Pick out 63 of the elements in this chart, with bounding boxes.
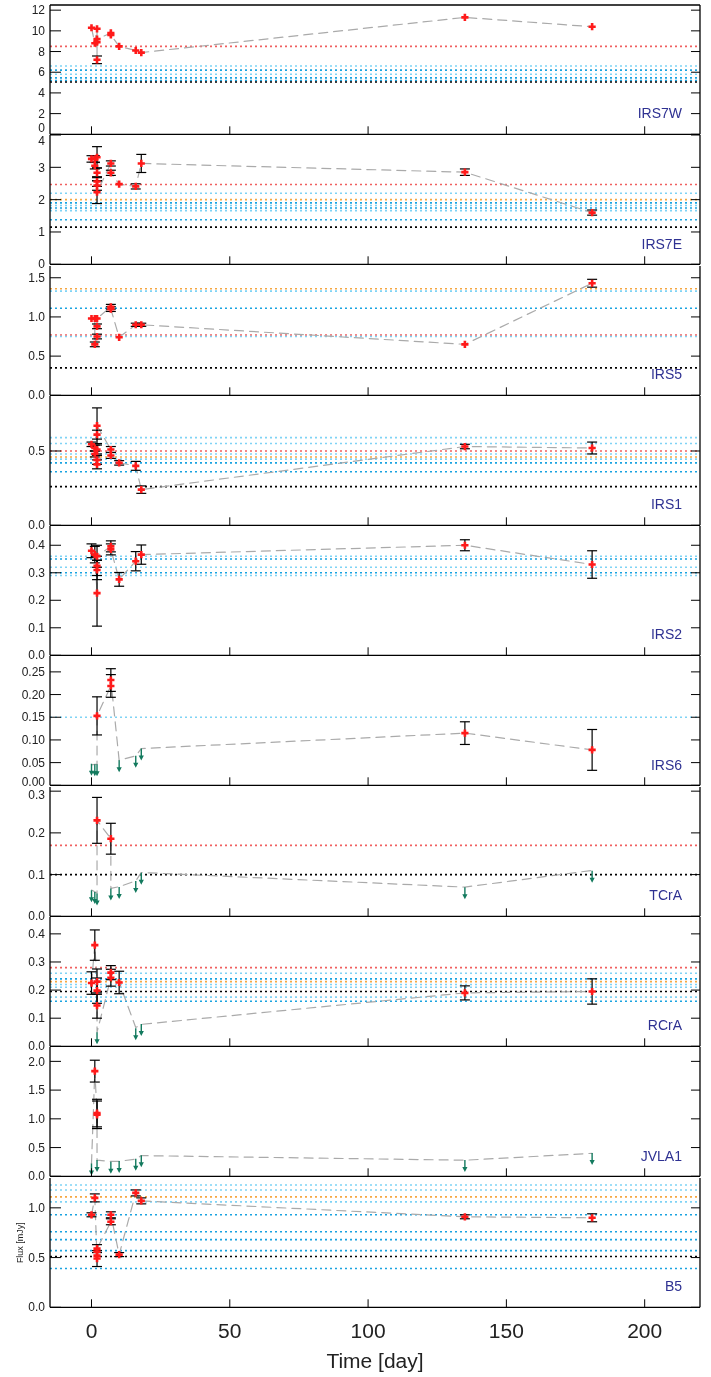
- y-tick-label: 0.3: [28, 788, 46, 803]
- annotation: IRS2: [650, 626, 682, 643]
- y-tick-label: 0.5: [28, 1141, 46, 1156]
- x-tick-label: 100: [350, 1318, 386, 1342]
- y-tick-label: 2: [38, 106, 46, 121]
- y-tick-label: 0: [38, 121, 46, 136]
- y-tick-label: 4: [38, 134, 46, 149]
- annotation: IRS5: [650, 365, 682, 382]
- y-tick-label: 1.5: [28, 1083, 46, 1098]
- y-tick-label: 0.0: [28, 909, 46, 924]
- y-tick-label: 0.5: [28, 1250, 46, 1265]
- y-tick-label: 8: [38, 44, 46, 59]
- y-tick-label: 1.5: [28, 270, 46, 285]
- y-tick-label: 0.2: [28, 825, 46, 840]
- x-tick-label: 50: [218, 1318, 242, 1342]
- y-tick-label: 0.3: [28, 566, 46, 581]
- y-tick-label: 1.0: [28, 1200, 46, 1215]
- y-tick-label: 6: [38, 65, 46, 80]
- y-tick-label: 0.20: [21, 688, 46, 703]
- y-tick-label: 0.5: [28, 444, 46, 459]
- x-tick-label: 0: [85, 1318, 98, 1342]
- annotation: B5: [664, 1277, 682, 1294]
- y-tick-label: 0.4: [28, 538, 46, 553]
- annotation: TCrA: [649, 887, 682, 904]
- y-tick-label: 0.1: [28, 867, 46, 882]
- y-tick-label: 1.0: [28, 309, 46, 324]
- y-tick-label: 2.0: [28, 1054, 46, 1069]
- y-tick-label: 0.0: [28, 1169, 46, 1184]
- y-tick-label: 0.0: [28, 518, 46, 533]
- x-tick-label: 200: [627, 1318, 663, 1342]
- annotation: IRS7E: [641, 235, 682, 252]
- annotation: IRS1: [650, 496, 682, 513]
- y-tick-label: 0.0: [28, 1300, 46, 1315]
- y-tick-label: 0.0: [28, 388, 46, 403]
- y-tick-label: 1.0: [28, 1112, 46, 1127]
- y-tick-label: 3: [38, 160, 46, 175]
- y-tick-label: 0.1: [28, 621, 46, 636]
- annotation: IRS7W: [637, 105, 682, 122]
- y-tick-label: 10: [31, 24, 46, 39]
- y-tick-label: 0.1: [28, 1011, 46, 1026]
- x-tick-label: 150: [488, 1318, 524, 1342]
- y-tick-label: 0.0: [28, 1039, 46, 1054]
- x-axis-title: Time [day]: [326, 1348, 424, 1372]
- y-tick-label: 0.25: [21, 665, 46, 680]
- annotation: RCrA: [647, 1017, 682, 1034]
- y-tick-label: 0.3: [28, 955, 46, 970]
- y-tick-label: 2: [38, 193, 46, 208]
- y-tick-label: 0.15: [21, 710, 46, 725]
- annotation: IRS6: [650, 756, 682, 773]
- y-tick-label: 0.0: [28, 648, 46, 663]
- y-axis-title: Flux [mJy]: [15, 1221, 26, 1263]
- y-tick-label: 12: [31, 3, 46, 18]
- y-tick-label: 0.5: [28, 348, 46, 363]
- y-tick-label: 0.05: [21, 756, 46, 771]
- y-tick-label: 4: [38, 86, 46, 101]
- y-tick-label: 0.10: [21, 733, 46, 748]
- y-tick-label: 0.4: [28, 927, 46, 942]
- y-tick-label: 0: [38, 257, 46, 272]
- y-tick-label: 0.2: [28, 983, 46, 998]
- y-tick-label: 0.2: [28, 593, 46, 608]
- annotation: JVLA1: [640, 1147, 682, 1164]
- y-tick-label: 0.00: [21, 775, 46, 790]
- y-tick-label: 1: [38, 225, 46, 240]
